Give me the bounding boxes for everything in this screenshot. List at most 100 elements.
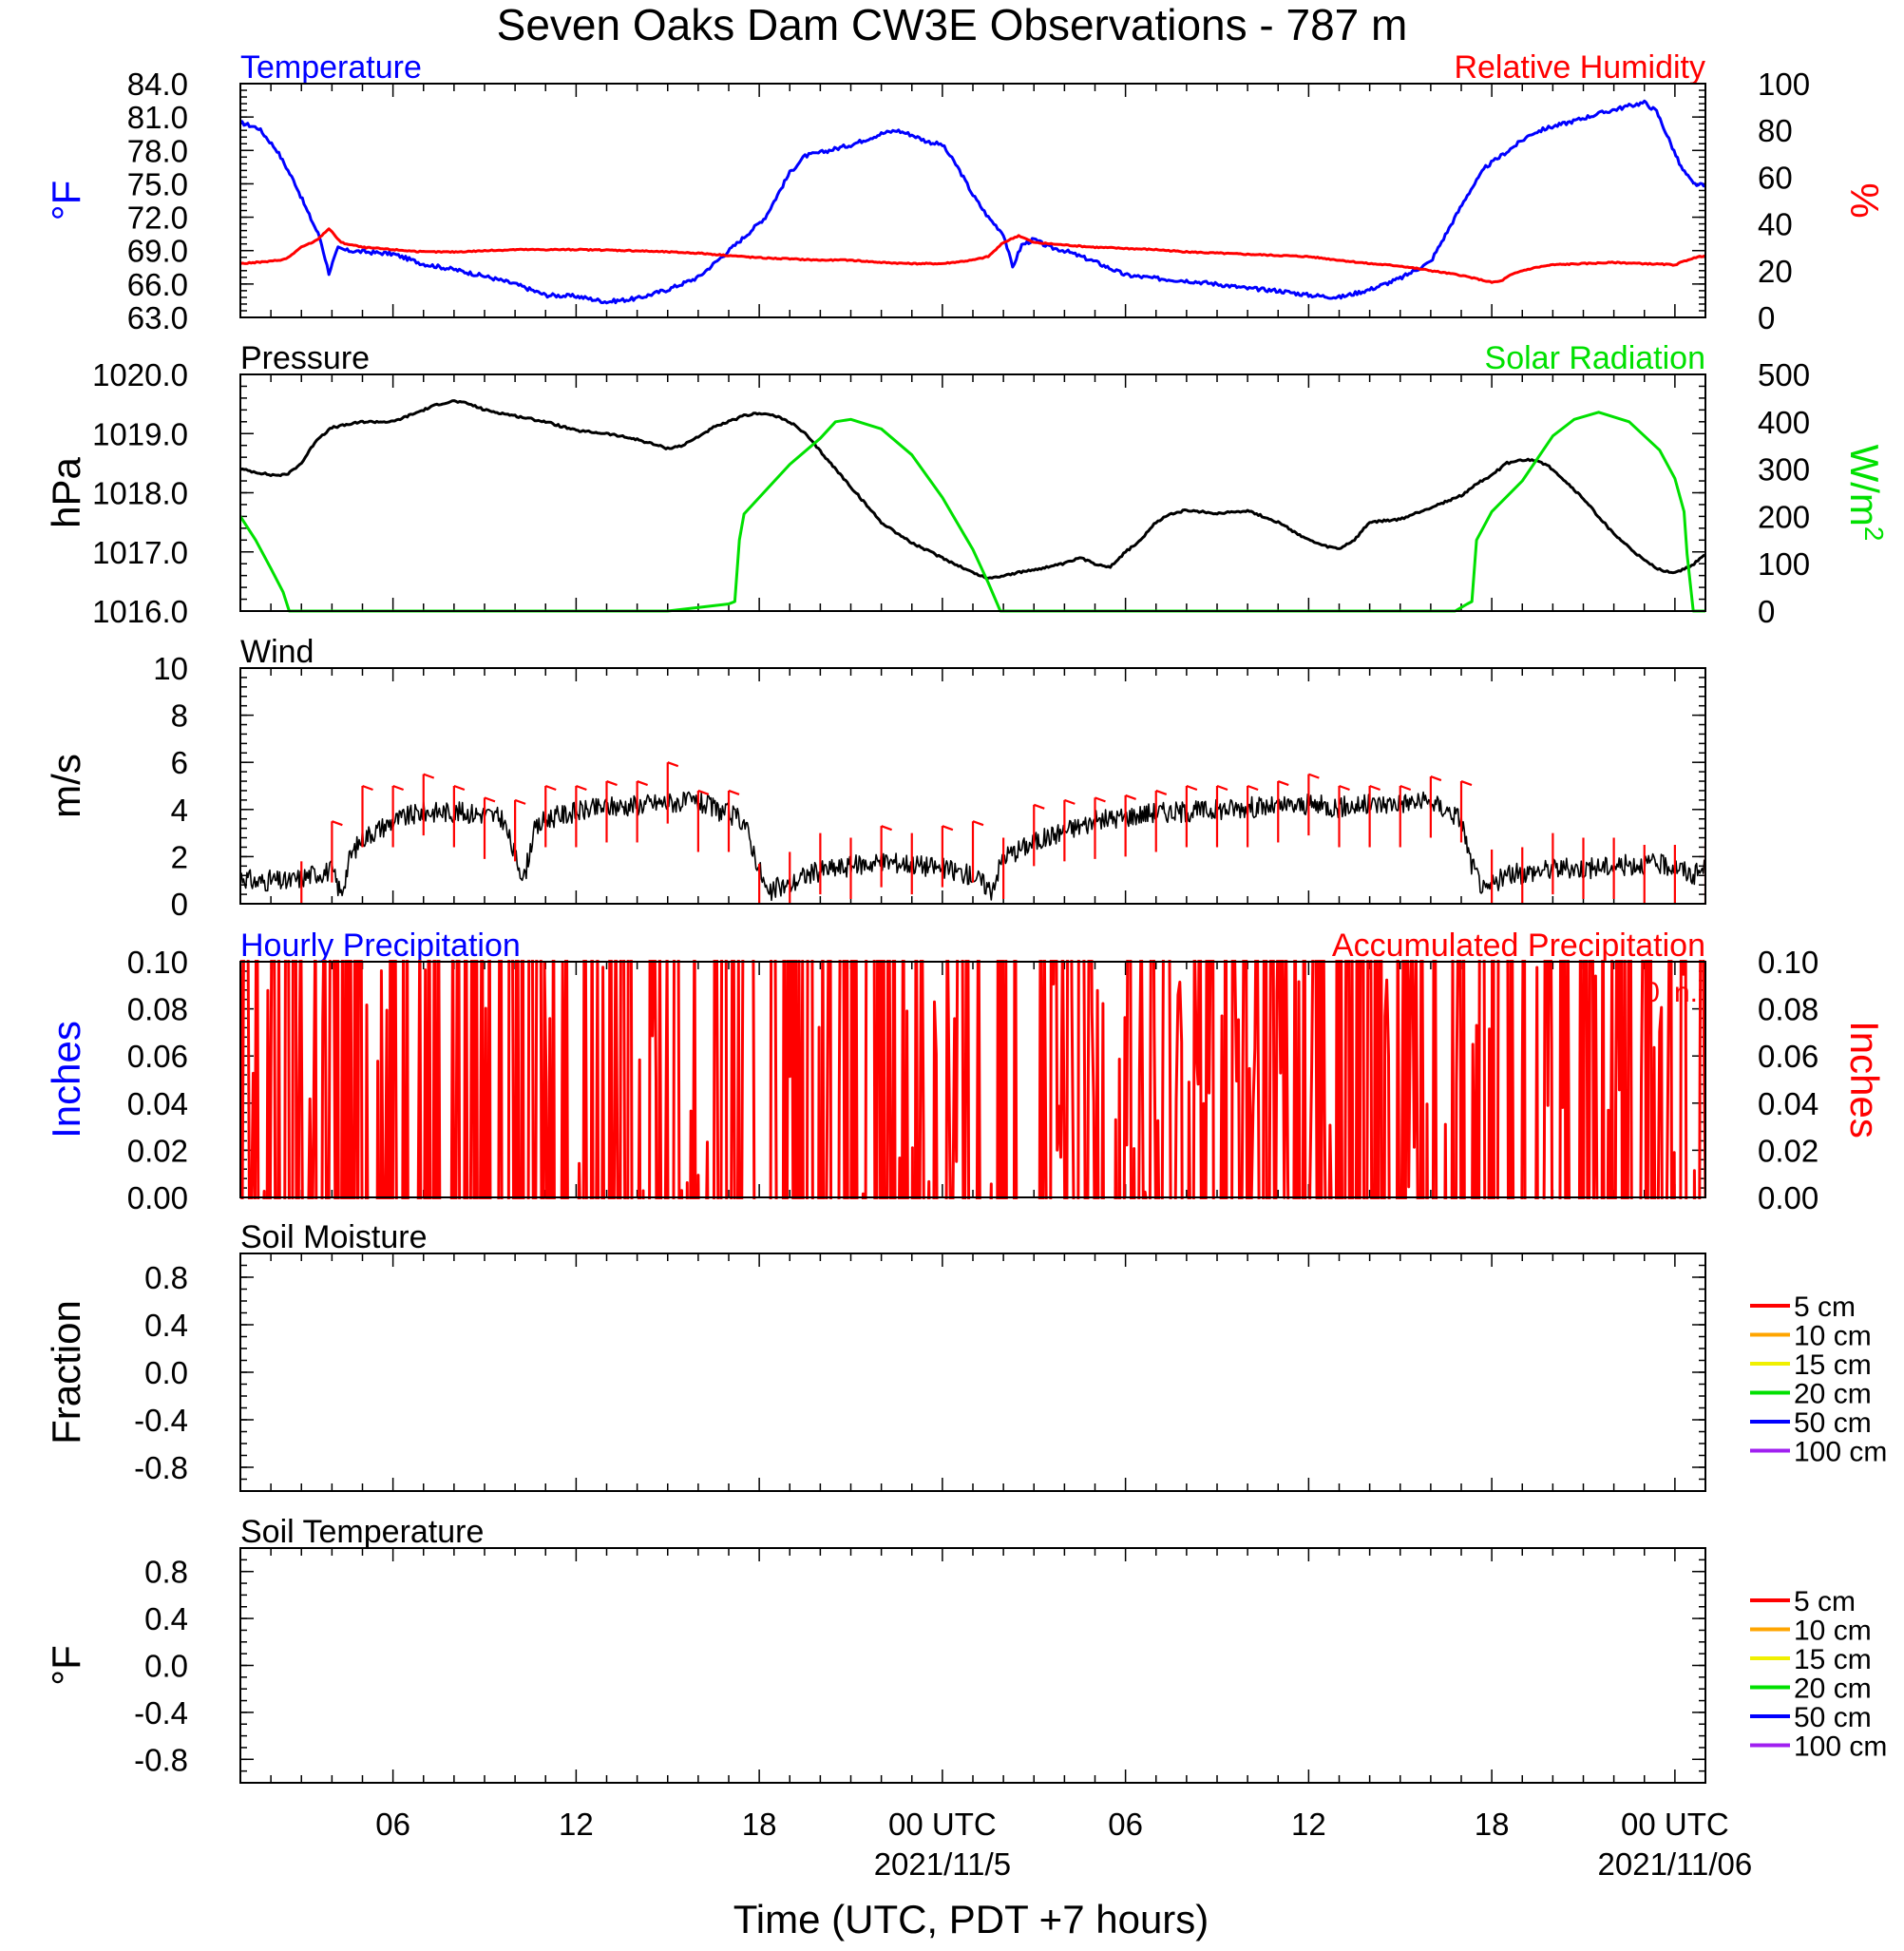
wind-barb-flag: [881, 825, 893, 832]
y-tick-label: -0.4: [134, 1403, 188, 1438]
x-tick-label: 12: [559, 1807, 594, 1842]
wind-barb: [1338, 784, 1350, 848]
y-tick-label: 0.04: [127, 1086, 188, 1121]
legend-label: 50 cm: [1794, 1407, 1872, 1439]
wind-barb-flag: [667, 761, 679, 768]
y-axis-label-left: hPa: [44, 456, 88, 527]
y-axis-label-left: °F: [44, 1645, 88, 1685]
wind-barb-flag: [942, 825, 954, 832]
wind-barb-flag: [1277, 780, 1289, 787]
legend-label: 5 cm: [1794, 1586, 1856, 1617]
temperature-series-line: [240, 99, 1705, 305]
right-y-tick-label: 0.02: [1758, 1133, 1818, 1168]
panel-title-right: Relative Humidity: [1454, 49, 1705, 86]
legend-label: 20 cm: [1794, 1379, 1872, 1410]
y-tick-label: 10: [153, 651, 188, 686]
panel-frame: [239, 1547, 1706, 1784]
y-tick-label: 63.0: [127, 300, 188, 335]
y-tick-label: 0.8: [144, 1260, 188, 1295]
wind-barb: [1307, 773, 1320, 836]
wind-barb-flag: [392, 784, 405, 792]
y-axis-label-left: Fraction: [44, 1300, 88, 1444]
panel-title-right: Solar Radiation: [1485, 340, 1705, 376]
wind-barb: [880, 825, 893, 888]
y-tick-label: 84.0: [127, 67, 188, 102]
x-tick-label: 00 UTC: [1621, 1807, 1729, 1842]
panel-title-left: Soil Moisture: [240, 1219, 428, 1255]
y-tick-label: 81.0: [127, 100, 188, 135]
x-tick-label: 00 UTC: [888, 1807, 997, 1842]
date-label: 2021/11/5: [874, 1846, 1011, 1882]
wind-barb-flag: [606, 780, 618, 787]
panel-title-left: Soil Temperature: [240, 1514, 484, 1550]
right-y-tick-label: 0: [1758, 300, 1775, 335]
wind-barb: [1277, 780, 1289, 843]
right-y-tick-label: 300: [1758, 452, 1810, 488]
wind-barb: [666, 761, 679, 824]
wind-barb: [1215, 784, 1228, 848]
wind-barb-flag: [1125, 794, 1137, 800]
right-y-tick-label: 400: [1758, 405, 1810, 440]
panel-title-left: Pressure: [240, 340, 370, 376]
wind-barb-flag: [1369, 784, 1381, 792]
right-y-tick-label: 60: [1758, 160, 1793, 195]
y-tick-label: 78.0: [127, 133, 188, 168]
x-axis: 06 12 18 00 UTC 06 12 18 00 UTC 2021/11/5 2021/11…: [375, 1807, 1752, 1882]
wind-barb: [636, 780, 649, 843]
y-axis-label-right: %: [1842, 182, 1887, 218]
solar-series-line: [240, 411, 1705, 613]
wind-barb: [1399, 784, 1412, 848]
pressure-series-line: [240, 399, 1705, 581]
wind-barb: [1094, 796, 1106, 859]
legend-label: 20 cm: [1794, 1674, 1872, 1705]
y-tick-label: 0.10: [127, 945, 188, 980]
wind-barb-flag: [453, 784, 466, 792]
wind-barb: [452, 784, 466, 848]
wind-barb: [514, 798, 526, 862]
wind-barb: [361, 784, 373, 848]
right-y-tick-label: 0: [1758, 594, 1775, 629]
wind-barb-flag: [544, 784, 557, 792]
right-y-tick-label: 200: [1758, 499, 1810, 534]
wind-barb: [941, 825, 954, 888]
y-tick-label: -0.8: [134, 1450, 188, 1485]
pressure-solar-panel: 1020.0 1019.0 1018.0 1017.0 1016.0 500 400 300 2…: [44, 340, 1890, 629]
legend-label: 15 cm: [1794, 1644, 1872, 1675]
right-y-tick-label: 0.06: [1758, 1039, 1818, 1074]
wind-barb: [544, 784, 557, 848]
precipitation-panel: 0.10 0.08 0.06 0.04 0.02 0.00 0.10 0.08 0.06 0.04…: [44, 928, 1887, 1215]
y-tick-label: 69.0: [127, 234, 188, 269]
right-y-tick-label: 100: [1758, 546, 1810, 582]
panel-title-left: Hourly Precipitation: [240, 928, 521, 964]
y-axis-label-right: W/m2: [1842, 445, 1890, 542]
wind-barb: [1247, 784, 1259, 848]
wind-barb-flag: [331, 820, 343, 827]
panel-title-right: Accumulated Precipitation: [1332, 928, 1705, 964]
panel-title-left: Temperature: [240, 49, 422, 86]
right-y-tick-label: 500: [1758, 357, 1810, 392]
x-tick-label: 12: [1291, 1807, 1326, 1842]
y-axis-label-right-text: %: [1842, 182, 1887, 218]
y-tick-label: 1018.0: [92, 476, 188, 511]
wind-barb: [1459, 780, 1473, 843]
wind-barb-flag: [637, 780, 649, 787]
wind-barb-flag: [697, 789, 710, 795]
series-group: [240, 761, 1705, 904]
panel-frame: [239, 667, 1706, 905]
panel-frame: [239, 373, 1706, 612]
y-axis-label-left: °F: [44, 181, 88, 220]
wind-panel: 10 8 6 4 2 0 Wind m/s: [44, 634, 1706, 922]
wind-barb-flag: [514, 798, 526, 805]
y-tick-label: 0.4: [144, 1308, 188, 1343]
panel-frame: [239, 1253, 1706, 1492]
wind-barb: [696, 789, 710, 852]
wind-barb-flag: [1460, 780, 1473, 787]
series-group: [240, 399, 1705, 613]
legend-label: 10 cm: [1794, 1616, 1872, 1647]
y-tick-label: 2: [171, 839, 188, 874]
wind-barb: [391, 784, 405, 848]
right-y-tick-label: 0.10: [1758, 945, 1818, 980]
